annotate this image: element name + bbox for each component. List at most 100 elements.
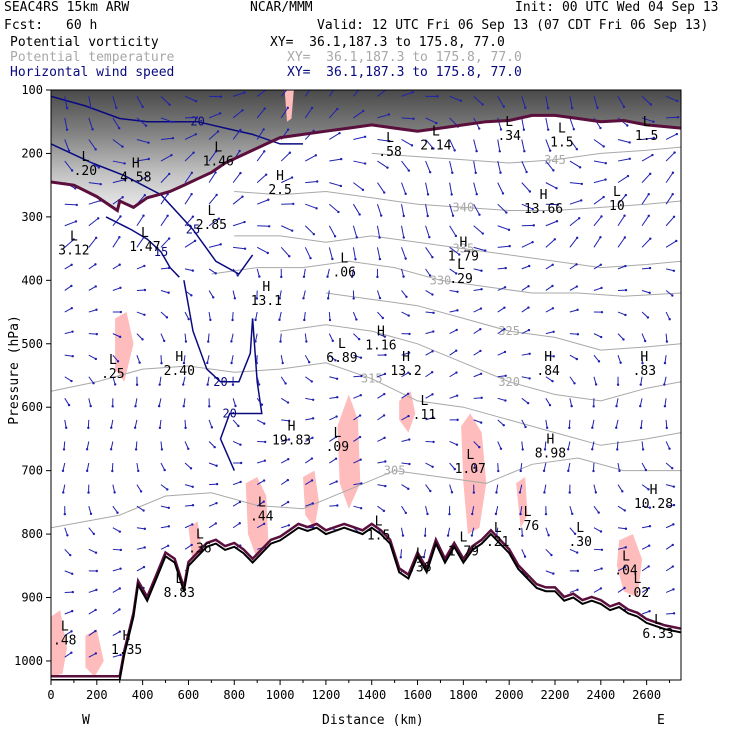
wind-vector-head xyxy=(478,127,481,130)
wind-vector xyxy=(593,196,604,205)
wind-vector xyxy=(521,265,530,270)
wind-vector xyxy=(641,215,650,227)
wind-vector-head xyxy=(94,357,98,361)
wind-vector-head xyxy=(231,383,235,386)
pv-extremum-value: .44 xyxy=(250,510,274,525)
wind-vector xyxy=(280,458,289,464)
wind-vector-head xyxy=(255,361,258,365)
wind-vector-head xyxy=(407,351,411,354)
wind-vector-head xyxy=(550,553,553,557)
wind-vector xyxy=(449,268,457,274)
wind-vector xyxy=(183,355,186,364)
wind-contour-label: 25 xyxy=(186,223,200,237)
wind-vector-head xyxy=(671,543,674,547)
wind-vector xyxy=(521,139,525,152)
pv-extremum-marker: L xyxy=(634,572,642,587)
wind-vector xyxy=(64,139,70,151)
wind-vector xyxy=(641,193,650,205)
pv-extremum-marker: L xyxy=(576,521,584,536)
wind-vector xyxy=(136,311,145,316)
wind-vector xyxy=(665,240,677,248)
wind-vector-head xyxy=(61,469,65,473)
wind-vector-head xyxy=(303,318,306,322)
pv-extremum-value: 19.83 xyxy=(272,434,311,449)
wind-vector-head xyxy=(570,106,574,110)
wind-vector-head xyxy=(648,291,651,295)
wind-vector-head xyxy=(446,534,450,537)
wind-vector-head xyxy=(408,462,411,466)
wind-vector xyxy=(545,182,557,189)
wind-vector-head xyxy=(208,405,211,408)
wind-vector xyxy=(377,415,385,421)
wind-vector-head xyxy=(600,310,604,314)
wind-vector xyxy=(86,441,90,450)
wind-vector-head xyxy=(94,652,98,655)
wind-vector-head xyxy=(578,166,582,169)
wind-vector-head xyxy=(142,236,145,239)
x-axis-title: Distance (km) xyxy=(322,713,424,728)
wind-vector xyxy=(64,264,72,270)
wind-vector-head xyxy=(167,291,170,294)
wind-vector-head xyxy=(310,380,313,383)
wind-vector-head xyxy=(407,371,410,374)
wind-vector xyxy=(329,376,338,380)
wind-vector xyxy=(496,527,499,536)
wind-vector-head xyxy=(286,128,290,131)
pv-positive-region xyxy=(245,477,269,560)
wind-vector xyxy=(401,311,409,317)
wind-vector-head xyxy=(95,588,98,592)
wind-vector-head xyxy=(548,149,552,152)
wind-vector-head xyxy=(334,435,338,439)
wind-vector xyxy=(401,439,410,442)
wind-vector xyxy=(305,203,317,209)
wind-vector xyxy=(521,160,528,173)
wind-vector xyxy=(279,290,282,299)
pv-extremum-value: 13.1 xyxy=(251,294,282,309)
wind-vector xyxy=(329,505,338,507)
wind-vector-head xyxy=(70,630,73,633)
wind-vector xyxy=(112,96,117,108)
wind-vector-head xyxy=(267,198,270,201)
wind-vector xyxy=(305,417,314,421)
wind-vector xyxy=(377,311,384,319)
pv-extremum-marker: L xyxy=(109,353,117,368)
wind-vector-head xyxy=(521,534,524,537)
wind-vector-head xyxy=(648,266,652,270)
wind-vector-head xyxy=(376,275,379,279)
wind-vector-head xyxy=(481,103,484,106)
wind-vector-head xyxy=(230,340,233,343)
pv-extremum-value: 8.98 xyxy=(535,446,566,461)
wind-vector-head xyxy=(407,414,410,418)
terrain-outline xyxy=(51,526,681,680)
wind-vector xyxy=(160,215,169,227)
wind-vector xyxy=(88,630,96,637)
wind-vector-head xyxy=(65,106,69,110)
wind-vector-head xyxy=(435,121,438,125)
plot-frame xyxy=(50,89,682,681)
wind-vector-head xyxy=(412,117,415,120)
wind-vector xyxy=(401,290,407,298)
pv-extremum-value: .06 xyxy=(332,265,355,280)
wind-vector xyxy=(545,160,554,171)
pv-extremum-marker: L xyxy=(432,125,440,140)
wind-vector xyxy=(232,419,239,427)
wind-vector xyxy=(666,612,675,615)
wind-vector xyxy=(617,462,620,471)
wind-vector xyxy=(665,95,678,102)
wind-vector xyxy=(208,268,217,274)
wind-vector-head xyxy=(527,306,530,309)
wind-vector xyxy=(641,565,649,572)
wind-vector-head xyxy=(552,355,555,358)
wind-vector-head xyxy=(123,178,126,181)
wind-vector-head xyxy=(263,150,266,153)
wind-vector-head xyxy=(665,426,668,430)
model-title: SEAC4RS 15km ARW xyxy=(4,0,130,15)
y-tick-label: 300 xyxy=(21,210,43,224)
wind-vector-head xyxy=(382,414,386,417)
wind-vector-head xyxy=(91,128,94,131)
wind-vector xyxy=(184,441,189,449)
wind-vector xyxy=(112,484,116,493)
pv-extremum-value: 1.07 xyxy=(455,462,486,477)
x-tick-label: 1800 xyxy=(449,688,478,702)
wind-vector-head xyxy=(335,480,338,483)
